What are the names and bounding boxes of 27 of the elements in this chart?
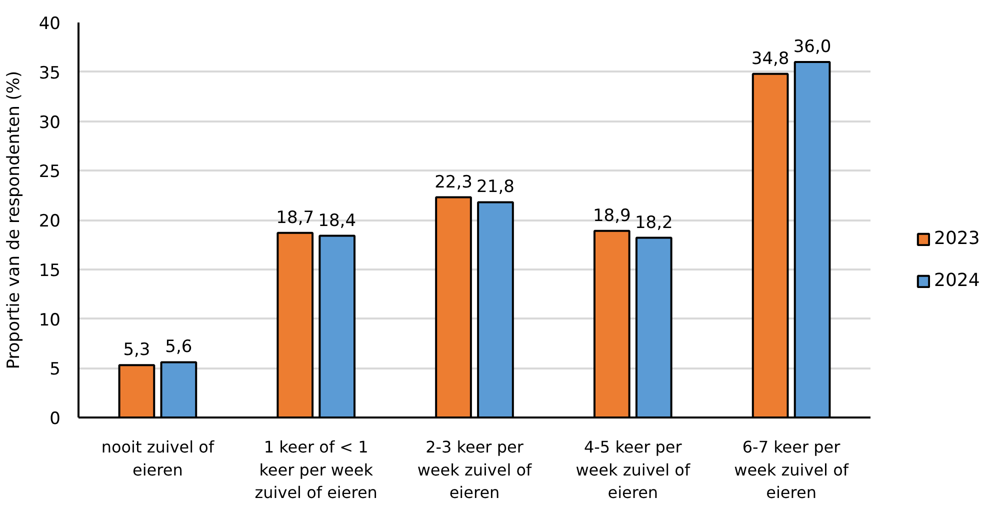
- y-axis-title: Proportie van de respondenten (%): [4, 70, 24, 370]
- x-tick-label: 1 keer of < 1 keer per week zuivel of eieren: [254, 438, 378, 502]
- data-label: 18,4: [318, 210, 356, 231]
- x-tick-label: 4-5 keer per week zuivel of eieren: [576, 438, 690, 502]
- data-label: 21,8: [476, 177, 514, 198]
- y-tick-label: 15: [38, 260, 61, 281]
- data-label: 36,0: [793, 37, 832, 57]
- y-tick-label: 5: [50, 360, 61, 380]
- y-tick-label: 0: [50, 409, 61, 429]
- y-tick-label: 40: [38, 14, 61, 34]
- y-tick-label: 30: [38, 112, 61, 133]
- y-tick-label: 20: [38, 212, 61, 232]
- data-label: 5,6: [165, 337, 192, 358]
- data-label: 18,7: [276, 208, 314, 228]
- legend-label: 2024: [934, 270, 980, 291]
- x-tick-label: nooit zuivel of eieren: [101, 438, 214, 480]
- y-tick-label: 10: [38, 310, 61, 330]
- y-tick-label: 25: [38, 162, 61, 182]
- data-label: 34,8: [751, 48, 790, 69]
- data-label: 18,9: [592, 206, 631, 226]
- x-tick-label: 2-3 keer per week zuivel of eieren: [417, 438, 532, 502]
- legend-label: 2023: [934, 228, 980, 249]
- data-label: 18,2: [634, 212, 673, 233]
- x-tick-label: 6-7 keer per week zuivel of eieren: [734, 438, 849, 502]
- data-label: 22,3: [434, 172, 472, 192]
- y-tick-label: 35: [38, 63, 61, 84]
- data-label: 5,3: [123, 340, 150, 360]
